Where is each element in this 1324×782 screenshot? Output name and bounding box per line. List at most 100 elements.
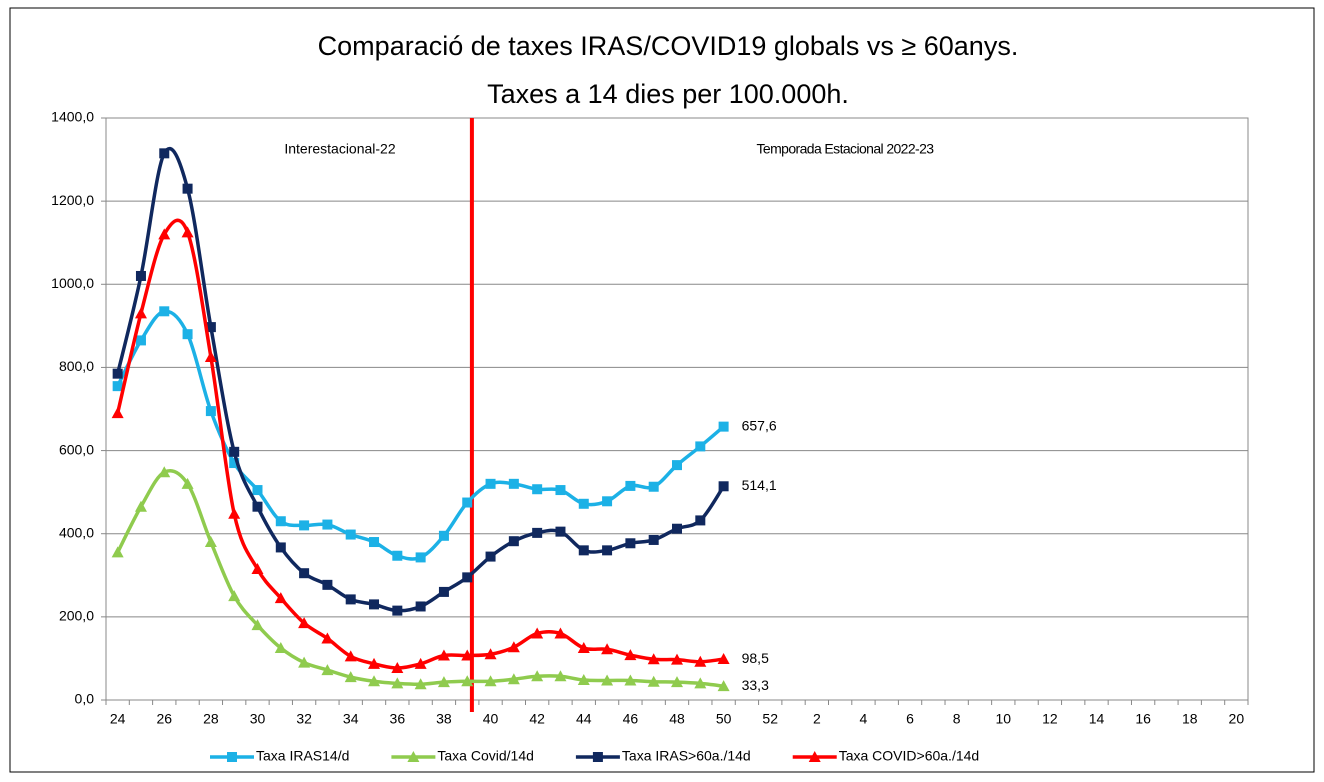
series-line	[115, 218, 724, 670]
square-marker	[578, 498, 589, 509]
triangle-marker	[228, 507, 241, 519]
triangle-marker	[228, 590, 241, 602]
legend-marker	[808, 751, 821, 762]
triangle-marker	[484, 648, 497, 660]
data-label: 33,3	[742, 677, 769, 693]
y-tick-label: 1200,0	[51, 192, 94, 208]
triangle-marker	[437, 676, 450, 688]
y-tick-label: 400,0	[59, 524, 94, 540]
x-tick-label: 36	[390, 711, 406, 727]
x-tick-label: 4	[860, 711, 868, 727]
square-marker	[299, 568, 310, 579]
square-marker	[508, 478, 519, 489]
triangle-marker	[298, 656, 311, 668]
square-marker	[415, 552, 426, 563]
x-tick-label: 12	[1042, 711, 1058, 727]
triangle-marker	[204, 536, 217, 548]
triangle-marker	[624, 649, 637, 661]
square-marker	[602, 545, 613, 556]
triangle-marker	[134, 500, 147, 512]
triangle-marker	[507, 641, 520, 653]
square-marker	[392, 550, 403, 561]
triangle-marker	[321, 632, 334, 644]
x-tick-label: 42	[529, 711, 545, 727]
square-marker	[299, 520, 310, 531]
chart-subtitle: Taxes a 14 dies per 100.000h.	[487, 79, 849, 109]
square-marker	[275, 542, 286, 553]
square-marker	[648, 534, 659, 545]
x-tick-label: 40	[483, 711, 499, 727]
triangle-marker	[694, 655, 707, 667]
triangle-marker	[577, 642, 590, 654]
triangle-marker	[647, 653, 660, 665]
square-marker	[648, 481, 659, 492]
triangle-marker	[111, 546, 124, 558]
x-tick-label: 48	[669, 711, 685, 727]
square-marker	[555, 526, 566, 537]
legend: Taxa IRAS14/d Taxa Covid/14d Taxa IRAS>60a…	[210, 748, 979, 764]
chart-title: Comparació de taxes IRAS/COVID19 globals…	[318, 31, 1019, 61]
triangle-marker	[717, 653, 730, 665]
square-marker	[485, 478, 496, 489]
square-marker	[532, 527, 543, 538]
square-marker	[182, 329, 193, 340]
x-tick-label: 50	[716, 711, 732, 727]
triangle-marker	[251, 563, 264, 575]
square-marker	[555, 485, 566, 496]
x-tick-label: 6	[906, 711, 914, 727]
square-marker	[532, 484, 543, 495]
triangle-marker	[437, 649, 450, 661]
legend-marker	[592, 752, 603, 762]
data-label: 657,6	[742, 417, 777, 433]
square-marker	[135, 270, 146, 281]
triangle-marker	[181, 226, 194, 238]
square-marker	[345, 529, 356, 540]
square-marker	[415, 601, 426, 612]
legend-marker	[407, 751, 420, 762]
triangle-marker	[181, 477, 194, 489]
chart-border	[9, 7, 1315, 773]
square-marker	[112, 368, 123, 379]
y-tick-label: 200,0	[59, 608, 94, 624]
square-marker	[672, 523, 682, 534]
square-marker	[462, 497, 473, 508]
square-marker	[718, 481, 729, 492]
triangle-marker	[461, 649, 474, 661]
triangle-marker	[694, 677, 707, 689]
triangle-marker	[391, 677, 404, 689]
triangle-marker	[158, 466, 171, 478]
square-marker	[229, 458, 240, 469]
triangle-marker	[344, 671, 357, 683]
square-marker	[508, 536, 519, 547]
triangle-marker	[671, 653, 683, 665]
square-marker	[205, 406, 216, 417]
x-tick-label: 24	[110, 711, 126, 727]
x-tick-label: 46	[623, 711, 639, 727]
x-tick-label: 20	[1229, 711, 1245, 727]
square-marker	[252, 501, 263, 512]
triangle-marker	[531, 670, 544, 682]
triangle-marker	[134, 307, 147, 319]
x-tick-label: 38	[436, 711, 452, 727]
triangle-marker	[414, 657, 427, 669]
triangle-marker	[368, 657, 381, 669]
y-tick-label: 800,0	[59, 358, 94, 374]
x-tick-label: 14	[1089, 711, 1105, 727]
square-marker	[229, 446, 240, 457]
triangle-marker	[601, 643, 614, 655]
triangle-marker	[321, 664, 334, 676]
square-marker	[438, 586, 449, 597]
triangle-marker	[391, 661, 404, 673]
square-marker	[695, 515, 706, 526]
square-marker	[275, 516, 286, 527]
square-marker	[205, 322, 216, 333]
x-tick-label: 28	[203, 711, 219, 727]
x-tick-label: 10	[995, 711, 1011, 727]
y-tick-label: 1400,0	[51, 109, 94, 125]
triangle-marker	[624, 674, 637, 686]
legend-label: Taxa IRAS>60a./14d	[622, 748, 751, 764]
x-tick-label: 18	[1182, 711, 1198, 727]
x-tick-label: 52	[762, 711, 778, 727]
triangle-marker	[554, 627, 567, 639]
legend-marker	[227, 752, 237, 762]
